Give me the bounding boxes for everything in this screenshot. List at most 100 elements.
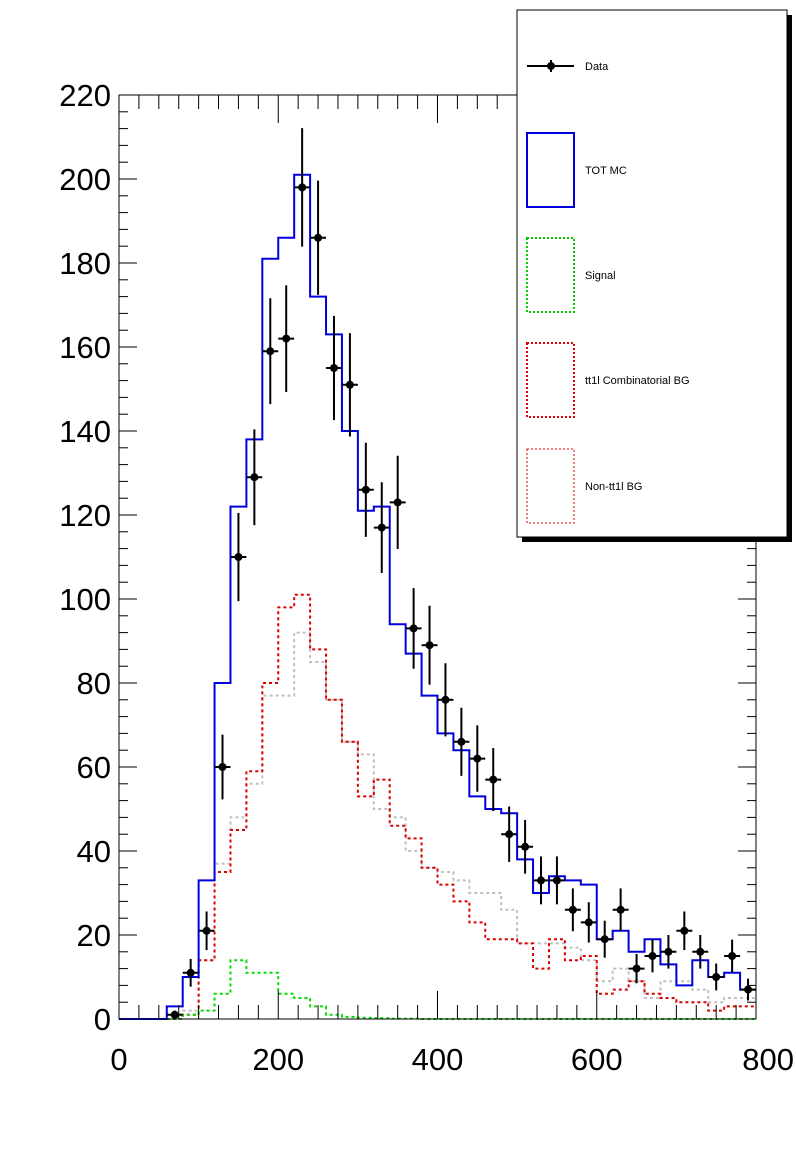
data-point [596,920,613,958]
data-point-marker [282,334,291,343]
data-point [437,663,454,737]
y-tick-label: 80 [77,666,111,701]
legend-entry-non-tt1l-bg: Non-tt1l BG [526,448,642,524]
data-point-marker [345,380,354,389]
legend-marker-dot [547,62,555,70]
data-point [373,482,390,573]
legend-swatch [526,342,575,418]
data-point-marker [266,347,275,356]
data-point [166,1010,183,1019]
legend-entry-data: Data [527,60,609,73]
data-point-marker [298,183,307,192]
data-point-marker [521,842,530,851]
series-line-non-tt1l-bg [119,631,756,1020]
data-point-marker [584,918,593,927]
data-point-marker [361,485,370,494]
data-point-marker [202,926,211,935]
series-line-signal [119,959,756,1020]
data-point-marker [648,952,657,960]
data-point [548,856,565,905]
y-tick-label: 100 [59,582,111,617]
data-point [740,978,756,1001]
data-point-marker [505,830,514,839]
x-tick-label: 200 [252,1042,304,1077]
data-point-marker [712,973,721,981]
legend-box [516,9,788,538]
data-point-marker [409,624,418,633]
legend-label: TOT MC [585,165,627,177]
legend-label: Non-tt1l BG [585,481,642,493]
legend-label: Data [585,61,609,73]
legend-entry-tot-mc: TOT MC [526,132,627,208]
data-point-marker [664,947,673,956]
y-tick-label: 20 [77,918,111,953]
data-point [724,939,741,973]
y-tick-label: 180 [59,246,111,281]
data-point-marker [441,695,450,704]
data-point [214,734,231,800]
data-point-marker [329,364,338,372]
y-tick-label: 160 [59,330,111,365]
x-tick-label: 800 [742,1042,794,1077]
data-point [278,285,295,392]
data-point [262,298,279,405]
data-point [533,856,549,905]
data-point [453,707,470,776]
data-point [341,333,358,437]
legend-entry-signal: Signal [526,237,616,313]
legend-entry-tt1l-combinatorial-bg: tt1l Combinatorial BG [526,342,690,418]
y-tick-label: 220 [59,78,111,113]
data-point-marker [680,926,689,935]
data-point [230,512,247,602]
data-point [628,953,645,984]
y-tick-label: 0 [94,1002,111,1037]
data-point-marker [632,964,641,973]
x-tick-label: 600 [571,1042,623,1077]
series-line-tt1l-combinatorial-bg [119,593,756,1020]
data-point [501,806,518,862]
data-point-marker [489,775,498,784]
axes: 0 20 40 60 80 100 120 140 160 180 200 220 0 200 400 600… [59,78,794,1077]
x-tick-label: 0 [110,1042,127,1077]
data-point [485,748,502,812]
data-point [389,455,406,550]
legend-swatch [526,237,575,313]
y-tick-label: 60 [77,750,111,785]
data-point-marker [728,952,737,960]
legend-swatch [526,448,575,524]
data-point [198,911,215,951]
data-point [357,442,374,537]
data-point [517,819,534,874]
y-tick-label: 140 [59,414,111,449]
data-point-marker [314,233,323,242]
data-point [310,180,327,295]
data-point [326,315,342,421]
data-point-marker [234,553,243,561]
data-point [580,902,597,943]
data-point-marker [377,523,386,532]
legend: Data TOT MC Signal tt1l Combinatorial BG Non… [516,9,792,542]
data-point [612,888,629,932]
data-point [469,725,486,792]
data-point-marker [616,905,625,914]
data-point-marker [744,985,753,994]
data-point [405,588,422,669]
data-point [644,939,661,973]
y-tick-label: 200 [59,162,111,197]
legend-swatch [526,132,575,208]
data-point [692,935,709,969]
data-point-marker [600,935,609,944]
data-point-marker [393,498,402,507]
data-point [182,958,199,987]
data-point-marker [425,641,434,650]
data-point [246,429,263,526]
data-point [676,911,693,951]
data-point-marker [537,876,546,885]
data-point-marker [568,905,577,914]
y-tick-label: 120 [59,498,111,533]
data-point [294,128,311,247]
legend-label: tt1l Combinatorial BG [585,375,690,387]
y-tick-label: 40 [77,834,111,869]
data-point [564,888,581,932]
